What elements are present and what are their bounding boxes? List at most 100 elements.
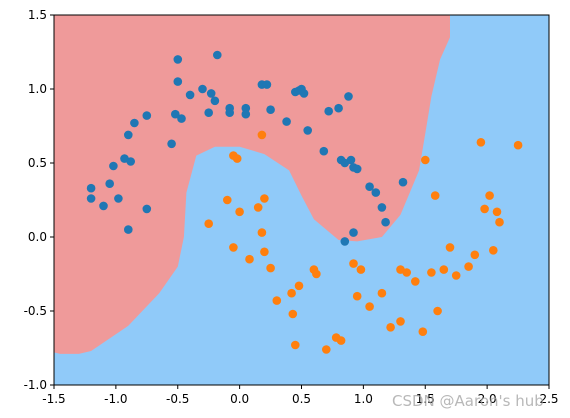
point-class-1 xyxy=(336,336,346,345)
point-class-1 xyxy=(480,204,489,214)
point-class-0 xyxy=(344,92,353,101)
point-class-1 xyxy=(356,265,366,274)
point-class-0 xyxy=(334,103,343,113)
point-class-1 xyxy=(253,203,263,212)
y-tick-label: 1.0 xyxy=(28,82,47,96)
point-class-0 xyxy=(398,177,408,187)
point-class-0 xyxy=(142,204,152,214)
x-tick-label: 2.5 xyxy=(539,392,558,406)
x-tick-label: 1.5 xyxy=(416,392,435,406)
point-class-0 xyxy=(105,179,114,188)
point-class-0 xyxy=(130,118,139,128)
point-class-0 xyxy=(241,109,251,119)
point-class-0 xyxy=(185,90,195,100)
point-class-1 xyxy=(433,306,442,316)
point-class-1 xyxy=(223,195,232,205)
point-class-1 xyxy=(365,302,374,311)
x-tick-label: -1.5 xyxy=(42,392,65,406)
point-class-0 xyxy=(206,89,216,98)
point-class-1 xyxy=(377,288,387,298)
point-class-1 xyxy=(439,265,449,274)
point-class-1 xyxy=(235,207,244,217)
point-class-1 xyxy=(485,191,494,200)
point-class-0 xyxy=(124,225,133,234)
data-points xyxy=(86,50,523,354)
point-class-1 xyxy=(411,277,420,286)
point-class-1 xyxy=(260,194,269,203)
point-class-0 xyxy=(266,105,275,114)
point-class-1 xyxy=(445,243,455,252)
point-class-1 xyxy=(464,262,473,271)
point-class-0 xyxy=(340,237,350,246)
point-class-1 xyxy=(349,259,358,268)
point-class-0 xyxy=(198,84,207,94)
point-class-0 xyxy=(324,106,334,116)
point-class-0 xyxy=(213,50,222,60)
point-class-1 xyxy=(232,154,242,163)
point-class-1 xyxy=(489,246,498,255)
watermark-text: CSDN @Aaron's hub xyxy=(392,392,544,410)
point-class-1 xyxy=(430,191,440,200)
point-class-1 xyxy=(322,345,331,354)
point-class-0 xyxy=(346,155,356,165)
point-class-0 xyxy=(86,183,96,193)
point-class-1 xyxy=(272,296,282,305)
point-class-1 xyxy=(266,263,275,273)
point-class-0 xyxy=(299,89,309,98)
point-class-0 xyxy=(303,126,313,135)
point-class-0 xyxy=(352,164,362,174)
point-class-0 xyxy=(262,80,272,89)
point-class-1 xyxy=(427,268,436,277)
x-tick-label: 2.0 xyxy=(478,392,497,406)
point-class-1 xyxy=(421,155,430,165)
y-tick-label: -0.5 xyxy=(24,304,47,318)
x-tick-label: 0.0 xyxy=(230,392,249,406)
point-class-1 xyxy=(294,281,304,291)
point-class-0 xyxy=(167,139,176,149)
point-class-0 xyxy=(349,228,358,237)
point-class-1 xyxy=(245,254,254,264)
point-class-0 xyxy=(109,161,118,171)
point-class-1 xyxy=(513,140,523,150)
point-class-1 xyxy=(287,288,296,298)
point-class-1 xyxy=(396,317,405,326)
point-class-1 xyxy=(257,228,267,237)
point-class-1 xyxy=(495,217,504,227)
point-class-1 xyxy=(418,327,428,337)
point-class-0 xyxy=(371,188,381,197)
point-class-0 xyxy=(204,108,213,117)
point-class-0 xyxy=(365,182,374,191)
point-class-1 xyxy=(451,271,461,280)
y-tick-label: 1.5 xyxy=(28,8,47,22)
point-class-0 xyxy=(381,217,390,227)
point-class-1 xyxy=(312,269,321,279)
point-class-1 xyxy=(386,323,395,332)
y-tick-label: -1.0 xyxy=(24,378,47,392)
point-class-0 xyxy=(210,96,220,106)
point-class-0 xyxy=(171,109,180,119)
x-tick-label: -1.0 xyxy=(104,392,127,406)
point-class-0 xyxy=(114,194,123,203)
point-class-1 xyxy=(260,247,269,257)
axes: -1.5 -1.0 -0.5 0.0 0.5 1.0 1.5 2.0 2.5-1.0-0.50.… xyxy=(24,8,559,406)
x-tick-label: -0.5 xyxy=(166,392,189,406)
point-class-1 xyxy=(229,243,238,252)
point-class-0 xyxy=(282,117,291,126)
point-class-0 xyxy=(241,103,251,113)
point-class-1 xyxy=(402,268,412,277)
point-class-1 xyxy=(257,130,267,140)
point-class-0 xyxy=(142,111,152,120)
point-class-1 xyxy=(492,207,502,217)
point-class-1 xyxy=(288,309,298,319)
point-class-0 xyxy=(319,146,329,156)
point-class-0 xyxy=(377,203,387,212)
point-class-0 xyxy=(225,108,234,117)
x-tick-label: 0.5 xyxy=(292,392,311,406)
point-class-1 xyxy=(352,291,362,301)
point-class-0 xyxy=(177,114,186,123)
point-class-1 xyxy=(476,138,486,147)
x-tick-label: 1.0 xyxy=(354,392,373,406)
point-class-0 xyxy=(173,55,183,64)
point-class-1 xyxy=(470,250,480,260)
